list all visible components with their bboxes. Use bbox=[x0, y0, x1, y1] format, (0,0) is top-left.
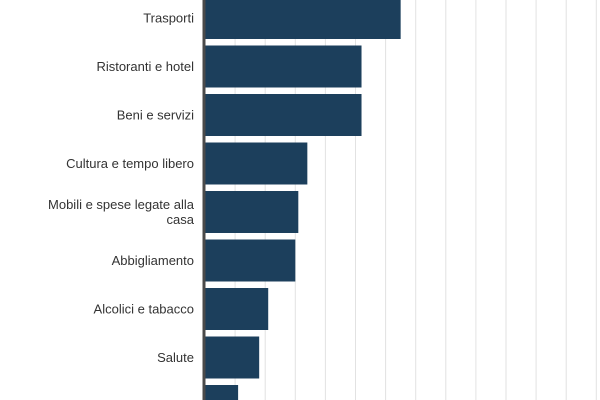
bar bbox=[205, 385, 239, 400]
bar bbox=[205, 142, 308, 185]
category-label: Alcolici e tabacco bbox=[94, 302, 194, 317]
bar bbox=[205, 191, 299, 233]
bar bbox=[205, 239, 296, 282]
category-label: Salute bbox=[157, 350, 194, 365]
bar bbox=[205, 336, 260, 379]
bar bbox=[205, 45, 362, 88]
bar bbox=[205, 0, 401, 39]
category-label: Trasporti bbox=[143, 11, 194, 26]
bar bbox=[205, 288, 269, 330]
bar bbox=[205, 94, 362, 136]
category-label: Ristoranti e hotel bbox=[96, 59, 194, 74]
category-label: Mobili e spese legate alla casa bbox=[48, 197, 195, 227]
category-label: Cultura e tempo libero bbox=[66, 156, 194, 171]
category-label: Beni e servizi bbox=[117, 108, 194, 123]
category-label: Abbigliamento bbox=[112, 253, 194, 268]
